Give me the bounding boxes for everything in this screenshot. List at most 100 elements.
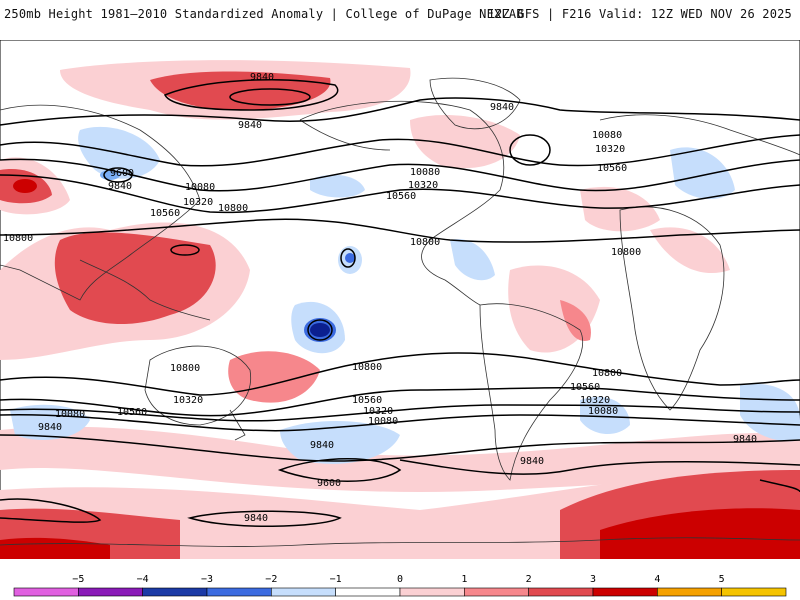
colorbar-tick-label: 3: [590, 574, 596, 585]
contour-label: 9840: [38, 422, 62, 433]
map-title: 250mb Height 1981–2010 Standardized Anom…: [4, 7, 524, 21]
colorbar: −5 −4 −3 −2 −1 0 1 2 3 4 5: [13, 574, 787, 597]
anomaly-pos-arabia: [650, 227, 730, 274]
coastline-antarctica: [0, 537, 800, 547]
coastline-new-zealand: [229, 409, 246, 441]
contour-line-9600-asia: [103, 167, 133, 183]
colorbar-bin: [721, 587, 787, 597]
contour-label: 9840: [250, 72, 274, 83]
colorbar-bin: [206, 587, 272, 597]
colorbar-tick-label: −5: [72, 574, 84, 585]
colorbar-tick-label: −3: [201, 574, 213, 585]
contour-label: 10320: [595, 144, 625, 155]
contour-line-hawaii: [340, 248, 356, 268]
anomaly-shading: [0, 60, 800, 559]
contour-label: 9840: [244, 513, 268, 524]
contour-line-9600-pacific: [229, 88, 311, 106]
coastline-se-asia: [79, 259, 211, 321]
colorbar-bin: [78, 587, 143, 597]
anomaly-pos-atlantic-2: [560, 300, 591, 341]
contour-label: 9840: [733, 434, 757, 445]
contour-label: 9600: [110, 168, 134, 179]
contour-line-9840-antarctica-w: [0, 498, 102, 523]
contour-label: 10560: [597, 163, 627, 174]
anomaly-neg-na: [310, 174, 365, 198]
colorbar-tick-label: 1: [461, 574, 467, 585]
colorbar-tick-label: 4: [654, 574, 660, 585]
colorbar-tick-label: −4: [137, 574, 149, 585]
contour-label: 10800: [170, 363, 200, 374]
contour-label: 10560: [570, 382, 600, 393]
contour-line-na-small: [509, 134, 551, 166]
contour-label: 10320: [183, 197, 213, 208]
anomaly-neg2-hawaii: [345, 253, 355, 263]
contour-labels: 9840 9840 9840 9600 9840 10080 10320 105…: [3, 72, 757, 524]
contour-line-9600-s: [277, 458, 402, 482]
contour-line-10320-s: [0, 404, 800, 422]
anomaly-pos-sh-band: [0, 426, 800, 492]
contour-label: 10320: [580, 395, 610, 406]
colorbar-tick-label: −2: [265, 574, 277, 585]
contour-line-10080-s: [0, 413, 800, 432]
colorbar-tick-label: 2: [526, 574, 532, 585]
colorbar-ticks: −5 −4 −3 −2 −1 0 1 2 3 4 5: [72, 574, 724, 585]
coastline-asia: [0, 104, 201, 301]
header: 250mb Height 1981–2010 Standardized Anom…: [0, 0, 800, 40]
contour-label: 10080: [368, 416, 398, 427]
contour-label: 10080: [410, 167, 440, 178]
contour-label: 9840: [238, 120, 262, 131]
anomaly-pos-europe: [580, 186, 660, 232]
contour-label: 10800: [592, 368, 622, 379]
anomaly-neg-sh-mid: [280, 420, 400, 464]
contour-label: 9600: [317, 478, 341, 489]
contour-line-9840-s: [0, 434, 800, 462]
coastline-australia: [144, 345, 252, 426]
contour-line-10320-n: [0, 158, 800, 192]
anomaly-pos-n-atlantic: [410, 115, 520, 169]
contour-line-10560-s: [0, 387, 800, 417]
colorbar-bin: [271, 587, 336, 597]
colorbar-bins: [13, 587, 787, 597]
contour-line-10080-n: [0, 134, 800, 167]
contour-label: 10800: [218, 203, 248, 214]
contour-label: 10080: [185, 182, 215, 193]
anomaly-pos4-antarctica-east: [600, 508, 800, 559]
contour-line-9840-antarctica: [187, 510, 342, 528]
anomaly-neg3-pacific-low: [310, 323, 330, 337]
coastline-alaska: [299, 119, 391, 151]
coastline-s-america: [479, 303, 584, 481]
contour-label: 10560: [117, 407, 147, 418]
contour-label: 9840: [490, 102, 514, 113]
contour-label: 10800: [352, 362, 382, 373]
contour-line-asia-small: [170, 244, 200, 256]
contour-line-10800-s: [0, 352, 800, 396]
colorbar-bin: [657, 587, 722, 597]
anomaly-map: 9840 9840 9840 9600 9840 10080 10320 105…: [0, 40, 800, 559]
contour-label: 10080: [588, 406, 618, 417]
contour-line-9840-antarctica-e: [759, 479, 800, 493]
anomaly-pos2-maritime: [54, 232, 216, 325]
contour-label: 10320: [363, 406, 393, 417]
colorbar-bin: [528, 587, 594, 597]
colorbar-bin: [142, 587, 208, 597]
contour-label: 10800: [3, 233, 33, 244]
coastline-greenland: [429, 77, 521, 130]
contour-label: 10560: [352, 395, 382, 406]
contour-label: 10800: [611, 247, 641, 258]
contour-label: 10320: [408, 180, 438, 191]
contour-line-9840-sh-south: [399, 459, 800, 475]
anomaly-pos4-antarctica-west: [0, 537, 110, 559]
colorbar-tick-label: 5: [719, 574, 725, 585]
colorbar-bin: [335, 587, 401, 597]
contour-label: 10560: [386, 191, 416, 202]
contour-line-10560-n: [0, 174, 800, 214]
colorbar-tick-label: 0: [397, 574, 403, 585]
colorbar-bin: [13, 587, 79, 597]
anomaly-neg-sh-west: [10, 404, 90, 440]
contour-label: 10320: [173, 395, 203, 406]
contour-label: 10560: [150, 208, 180, 219]
height-contours: [0, 79, 800, 528]
anomaly-pos3-n-pacific: [150, 71, 331, 111]
contour-line-pacific-low: [307, 319, 333, 341]
colorbar-bin: [464, 587, 529, 597]
